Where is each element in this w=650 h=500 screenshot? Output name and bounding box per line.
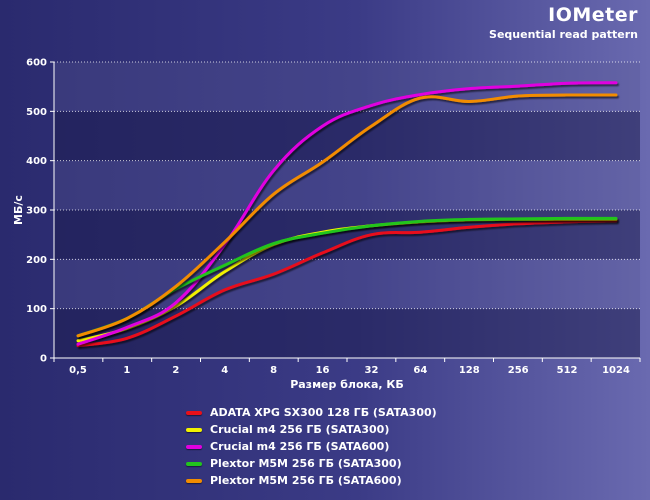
y-tick-label: 300	[26, 206, 47, 217]
series-line-1	[76, 219, 618, 348]
x-tick-label: 128	[459, 365, 480, 376]
x-tick-label: 64	[413, 365, 427, 376]
chart-subtitle: Sequential read pattern	[489, 28, 638, 41]
legend-item: ADATA XPG SX300 128 ГБ (SATA300)	[186, 404, 437, 421]
series-lines	[76, 81, 618, 348]
series-line-5	[76, 93, 618, 338]
plot-band	[54, 160, 640, 210]
x-tick-label: 1024	[602, 365, 630, 376]
plot-background	[54, 62, 640, 358]
x-axis-label: Размер блока, КБ	[290, 378, 404, 391]
plot-band	[54, 111, 640, 161]
legend-swatch	[186, 427, 202, 432]
y-tick-label: 0	[40, 354, 47, 365]
x-tick-labels: 0,5 1 2 4 8 16 32 64 128 256 512 1024	[69, 365, 630, 376]
x-tick-label: 0,5	[69, 365, 87, 376]
y-tick-label: 600	[26, 58, 47, 69]
y-tick-label: 400	[26, 156, 47, 167]
legend-label: Plextor M5M 256 ГБ (SATA300)	[210, 457, 402, 470]
x-tick-label: 2	[172, 365, 179, 376]
legend-label: Crucial m4 256 ГБ (SATA600)	[210, 440, 390, 453]
x-tick-label: 8	[270, 365, 277, 376]
x-tick-label: 256	[508, 365, 529, 376]
chart-title: IOMeter	[548, 4, 638, 26]
y-tick-label: 500	[26, 107, 47, 118]
legend-swatch	[186, 461, 202, 466]
x-tick-label: 32	[364, 365, 378, 376]
legend-swatch	[186, 444, 202, 449]
plot-band	[54, 259, 640, 309]
legend-item: Plextor M5M 256 ГБ (SATA600)	[186, 472, 437, 489]
legend-swatch	[186, 410, 202, 415]
y-tick-label: 100	[26, 304, 47, 315]
y-tick-label: 200	[26, 255, 47, 266]
legend: ADATA XPG SX300 128 ГБ (SATA300) Crucial …	[186, 404, 437, 489]
legend-swatch	[186, 478, 202, 483]
x-tick-label: 1	[123, 365, 130, 376]
x-tick-label: 4	[221, 365, 228, 376]
series-line-3	[76, 81, 618, 346]
plot-band	[54, 62, 640, 112]
legend-label: Plextor M5M 256 ГБ (SATA600)	[210, 474, 402, 487]
legend-label: Crucial m4 256 ГБ (SATA300)	[210, 423, 390, 436]
legend-item: Crucial m4 256 ГБ (SATA600)	[186, 438, 437, 455]
x-tick-label: 16	[316, 365, 330, 376]
axes	[50, 61, 641, 362]
legend-label: ADATA XPG SX300 128 ГБ (SATA300)	[210, 406, 437, 419]
legend-item: Plextor M5M 256 ГБ (SATA300)	[186, 455, 437, 472]
y-axis-label: МБ/с	[12, 195, 25, 225]
y-tick-labels: 0 100 200 300 400 500 600	[26, 58, 47, 365]
x-tick-label: 512	[557, 365, 578, 376]
legend-item: Crucial m4 256 ГБ (SATA300)	[186, 421, 437, 438]
